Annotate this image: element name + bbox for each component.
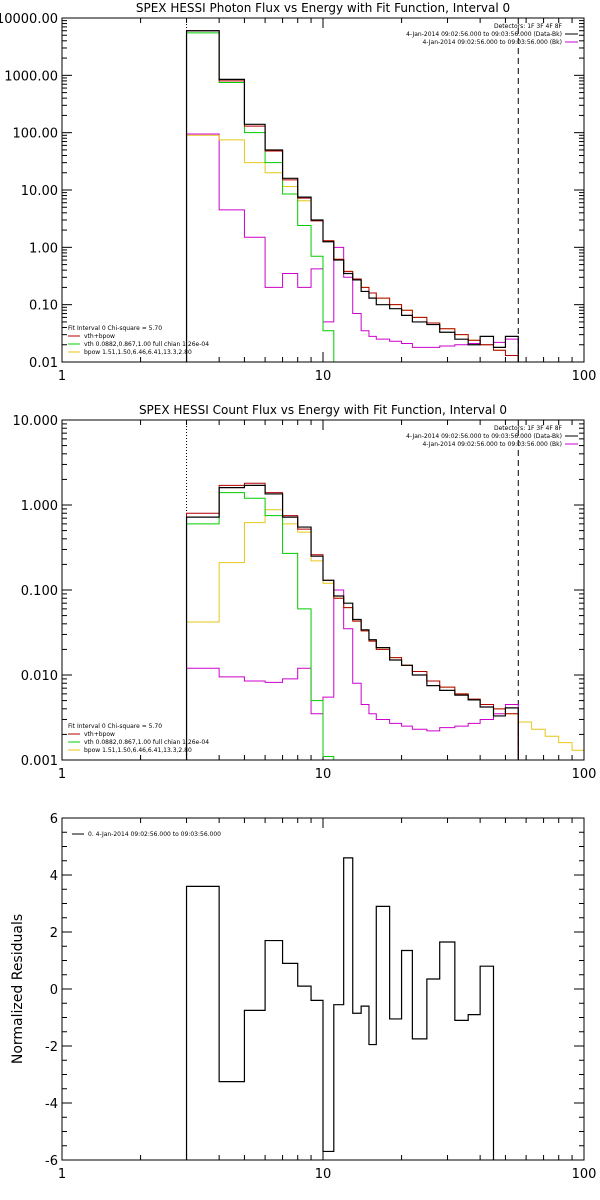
- legend-entry: 4-Jan-2014 09:02:56.000 to 09:03:56.000 …: [406, 31, 562, 38]
- y-tick-label: 0.010: [21, 669, 58, 684]
- plot-area: [185, 420, 584, 760]
- legend-top-left: 0. 4-Jan-2014 09:02:56.000 to 09:03:56.0…: [72, 831, 221, 838]
- legend-entry: 4-Jan-2014 09:02:56.000 to 09:03:56.000 …: [422, 441, 562, 448]
- y-tick-label: 10.000: [13, 414, 59, 429]
- legend-entry: Fit Interval 0 Chi-square = 5.70: [68, 325, 162, 332]
- x-tick-label: 100: [572, 1167, 597, 1182]
- x-tick-label: 100: [572, 767, 597, 782]
- y-tick-label: 0: [50, 983, 58, 998]
- series-bk: [186, 589, 519, 760]
- plot-frame: [61, 17, 585, 363]
- y-tick-label: 2: [50, 926, 58, 941]
- y-tick-label: -2: [45, 1040, 58, 1055]
- series-data-bk: [185, 484, 519, 760]
- plot-frame: [61, 419, 585, 761]
- plot-area: [185, 857, 495, 1160]
- legend-entry: 4-Jan-2014 09:02:56.000 to 09:03:56.000 …: [422, 39, 562, 46]
- legend-top-right: Detectors: 1F 3F 4F 8F4-Jan-2014 09:02:5…: [406, 425, 578, 448]
- chart-panel-3: 1 10 100 -6 -4 -2 0 2 4 6 Normalized Residuals 0. 4…: [10, 812, 596, 1182]
- y-tick-label: 0.001: [21, 754, 58, 769]
- x-tick-label: 1: [58, 767, 66, 782]
- series-vth-bpow: [186, 30, 519, 362]
- legend-bottom-left: Fit Interval 0 Chi-square = 5.70vth+bpow…: [68, 325, 209, 356]
- legend-entry: Detectors: 1F 3F 4F 8F: [494, 425, 563, 432]
- y-tick-label: 100.00: [13, 127, 59, 142]
- legend-entry: 4-Jan-2014 09:02:56.000 to 09:03:56.000 …: [406, 433, 562, 440]
- axis-ticks: [61, 419, 584, 761]
- legend-entry: vth 0.0882,0.867,1.00 full chian 1.26e-0…: [84, 341, 209, 348]
- y-tick-label: 1.000: [21, 499, 58, 514]
- y-tick-label: 0.10: [29, 299, 58, 314]
- y-tick-label: -4: [45, 1097, 58, 1112]
- plot-area: [185, 18, 533, 362]
- series-vth-bpow: [186, 482, 519, 760]
- chart-panel-1: SPEX HESSI Photon Flux vs Energy with Fi…: [0, 1, 596, 384]
- y-tick-label: 6: [50, 812, 58, 827]
- y-tick-label: 0.01: [29, 356, 58, 371]
- legend-entry: Fit Interval 0 Chi-square = 5.70: [68, 723, 162, 730]
- chart-panel-2: SPEX HESSI Count Flux vs Energy with Fit…: [13, 403, 597, 782]
- y-tick-label: 1000.00: [4, 69, 58, 84]
- legend-top-right: Detectors: 1F 3F 4F 8F4-Jan-2014 09:02:5…: [406, 23, 578, 46]
- x-tick-label: 1: [58, 369, 66, 384]
- series-bk: [186, 133, 519, 362]
- x-tick-label: 1: [58, 1167, 66, 1182]
- series-bpow: [186, 134, 533, 362]
- legend-entry: bpow 1.51,1.50,6.46,6.41,13.3,2.80: [84, 349, 192, 356]
- y-tick-label: -6: [45, 1154, 58, 1169]
- x-tick-label: 10: [315, 369, 332, 384]
- legend-entry: bpow 1.51,1.50,6.46,6.41,13.3,2.80: [84, 747, 192, 754]
- y-tick-label: 4: [50, 869, 58, 884]
- series-vth: [186, 32, 335, 362]
- chart-title: SPEX HESSI Count Flux vs Energy with Fit…: [139, 403, 507, 417]
- legend-entry: vth+bpow: [84, 731, 115, 738]
- plot-frame: [61, 817, 585, 1161]
- x-tick-label: 10: [315, 767, 332, 782]
- series-bpow: [186, 509, 584, 760]
- x-tick-label: 10: [315, 1167, 332, 1182]
- legend-entry: Detectors: 1F 3F 4F 8F: [494, 23, 563, 30]
- x-tick-label: 100: [572, 369, 597, 384]
- legend-entry: vth+bpow: [84, 333, 115, 340]
- legend-bottom-left: Fit Interval 0 Chi-square = 5.70vth+bpow…: [68, 723, 209, 754]
- y-axis-label: Normalized Residuals: [10, 914, 26, 1064]
- y-tick-label: 10.00: [21, 184, 58, 199]
- y-tick-label: 10000.00: [0, 12, 58, 27]
- series-data-bk: [185, 30, 519, 362]
- series-vth: [186, 492, 335, 760]
- chart-title: SPEX HESSI Photon Flux vs Energy with Fi…: [136, 1, 510, 15]
- legend-entry: 0. 4-Jan-2014 09:02:56.000 to 09:03:56.0…: [88, 831, 221, 838]
- y-tick-label: 1.00: [29, 241, 58, 256]
- series-residuals: [185, 857, 495, 1160]
- y-tick-label: 0.100: [21, 584, 58, 599]
- legend-entry: vth 0.0882,0.867,1.00 full chian 1.26e-0…: [84, 739, 209, 746]
